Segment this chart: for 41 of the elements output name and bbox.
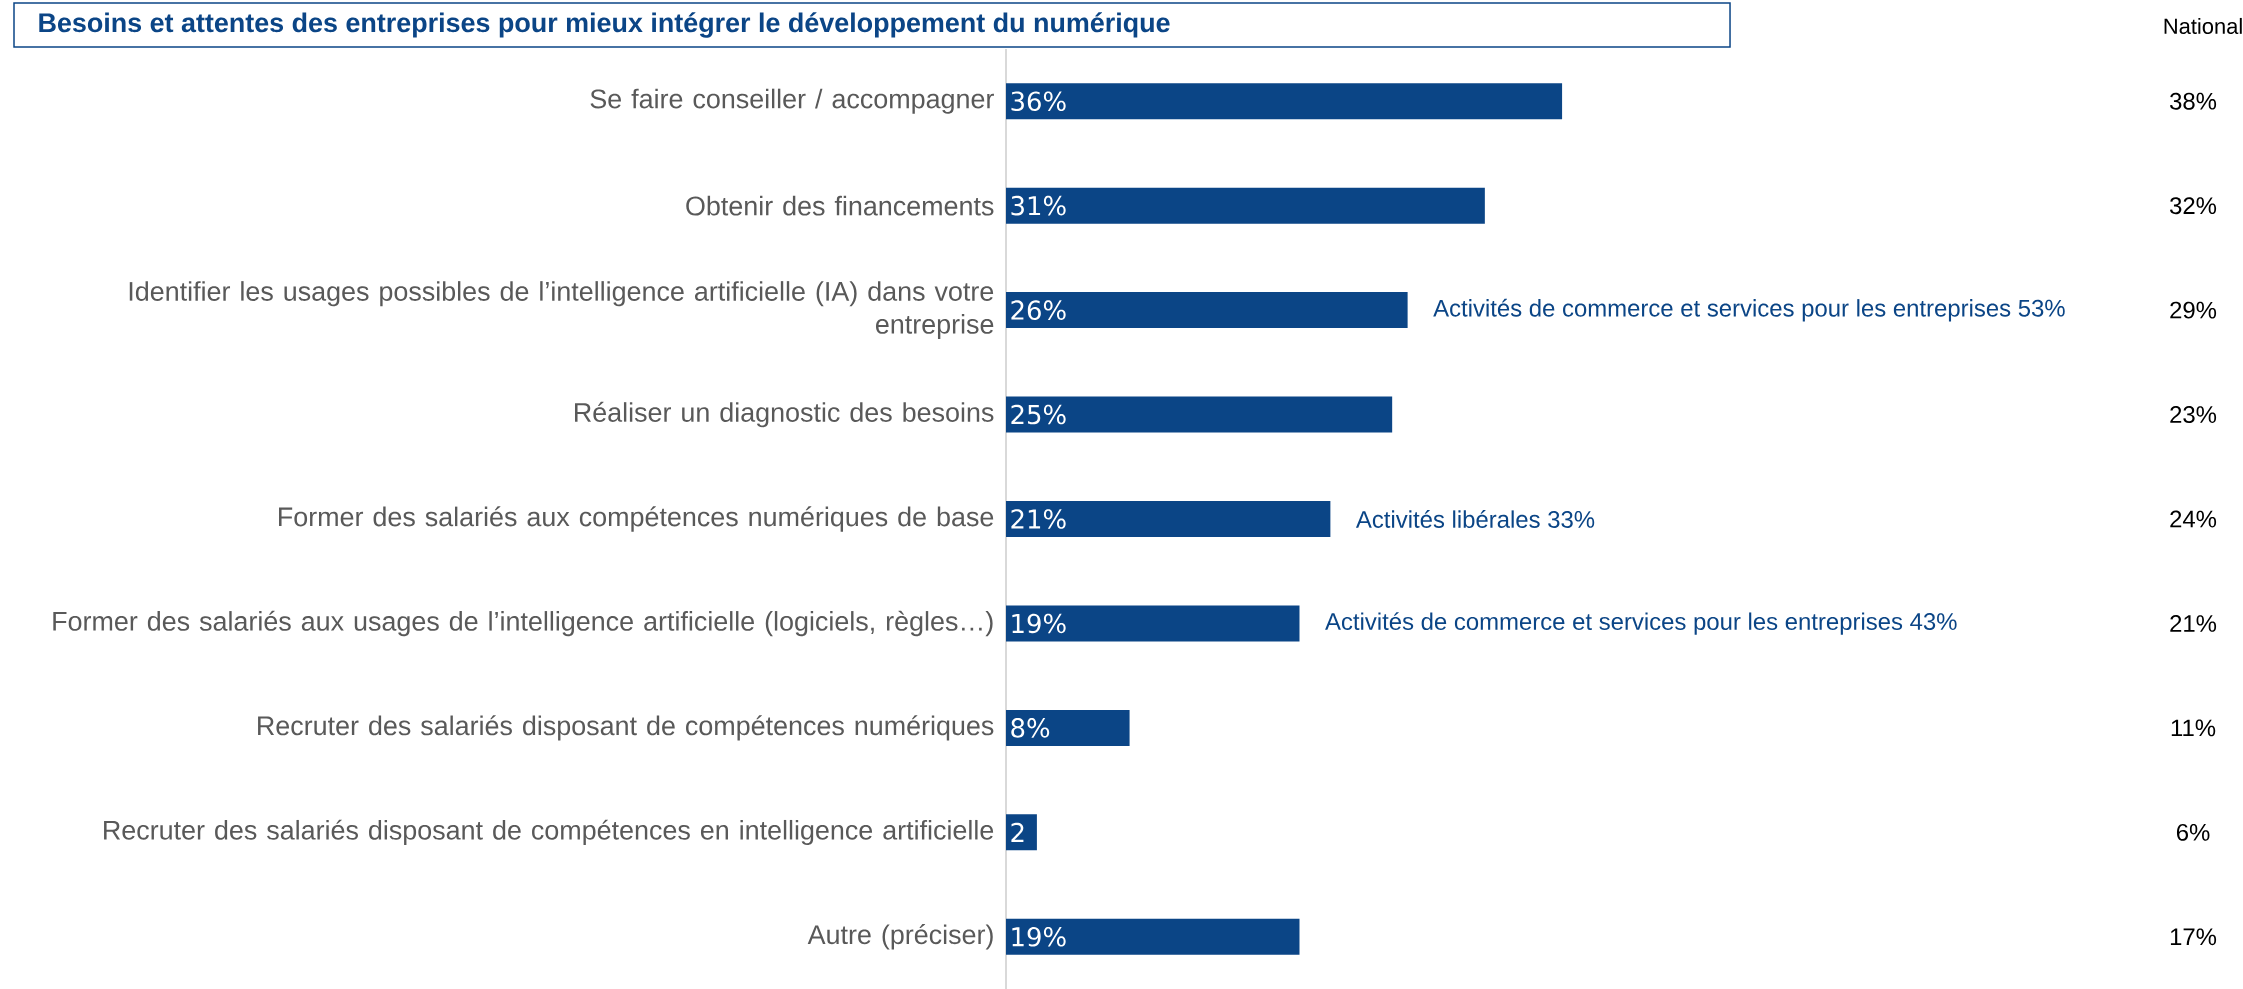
bar	[1006, 396, 1393, 433]
text: 21%	[2170, 615, 2217, 632]
data-label: 21%	[1011, 509, 1066, 529]
y-tick-label: Identifier les usages possibles de l’intelligence artificielle (IA) dans votre entreprise	[129, 281, 994, 340]
text: 24%	[2170, 510, 2217, 528]
bar	[1006, 814, 1037, 851]
text: 38%	[2170, 92, 2217, 110]
data-label: 25%	[1011, 404, 1066, 425]
text: Besoins et attentes des entreprises pour mieux intégrer le développement du numérique	[39, 12, 1170, 38]
bar	[1006, 83, 1563, 120]
y-tick-label: Recruter des salariés disposant de compétences numériques	[258, 715, 994, 741]
text: 29%	[2170, 301, 2217, 319]
y-tick-label: Se faire conseiller / accompagner	[590, 88, 994, 114]
bar	[1006, 918, 1300, 955]
bar	[1006, 501, 1331, 538]
y-tick-label: Former des salariés aux usages de l’intelligence artificielle (logiciels, règles…)	[53, 610, 993, 637]
bar	[1006, 709, 1130, 746]
annotation: Activités de commerce et services pour les entreprises 53%	[1433, 298, 2065, 322]
bar	[1006, 187, 1485, 224]
y-tick-label: Former des salariés aux compétences numériques de base	[279, 506, 994, 532]
text: 17%	[2170, 928, 2217, 946]
data-label: 26%	[1011, 300, 1066, 320]
data-label: 19%	[1012, 613, 1066, 634]
bar	[1006, 292, 1408, 329]
annotation: Activités libérales 33%	[1355, 510, 1595, 528]
text: 11%	[2171, 719, 2216, 737]
y-tick-label: Recruter des salariés disposant de compétences en intelligence artificielle	[104, 819, 994, 846]
text: 23%	[2170, 406, 2217, 424]
data-label: 31%	[1011, 195, 1066, 216]
annotation: Activités de commerce et services pour les entreprises 43%	[1325, 612, 1957, 635]
y-tick-label: Réaliser un diagnostic des besoins	[575, 401, 994, 428]
text: National	[2164, 17, 2242, 35]
data-label: 36%	[1011, 91, 1066, 112]
data-label: 19%	[1012, 926, 1066, 947]
y-tick-label: Autre (préciser)	[807, 924, 993, 950]
bar	[1006, 605, 1300, 642]
text: 32%	[2170, 197, 2217, 215]
text: 6%	[2176, 823, 2210, 841]
y-tick-label: Obtenir des financements	[686, 195, 994, 216]
data-label: 2	[1011, 822, 1024, 842]
data-label: 8%	[1011, 718, 1050, 738]
